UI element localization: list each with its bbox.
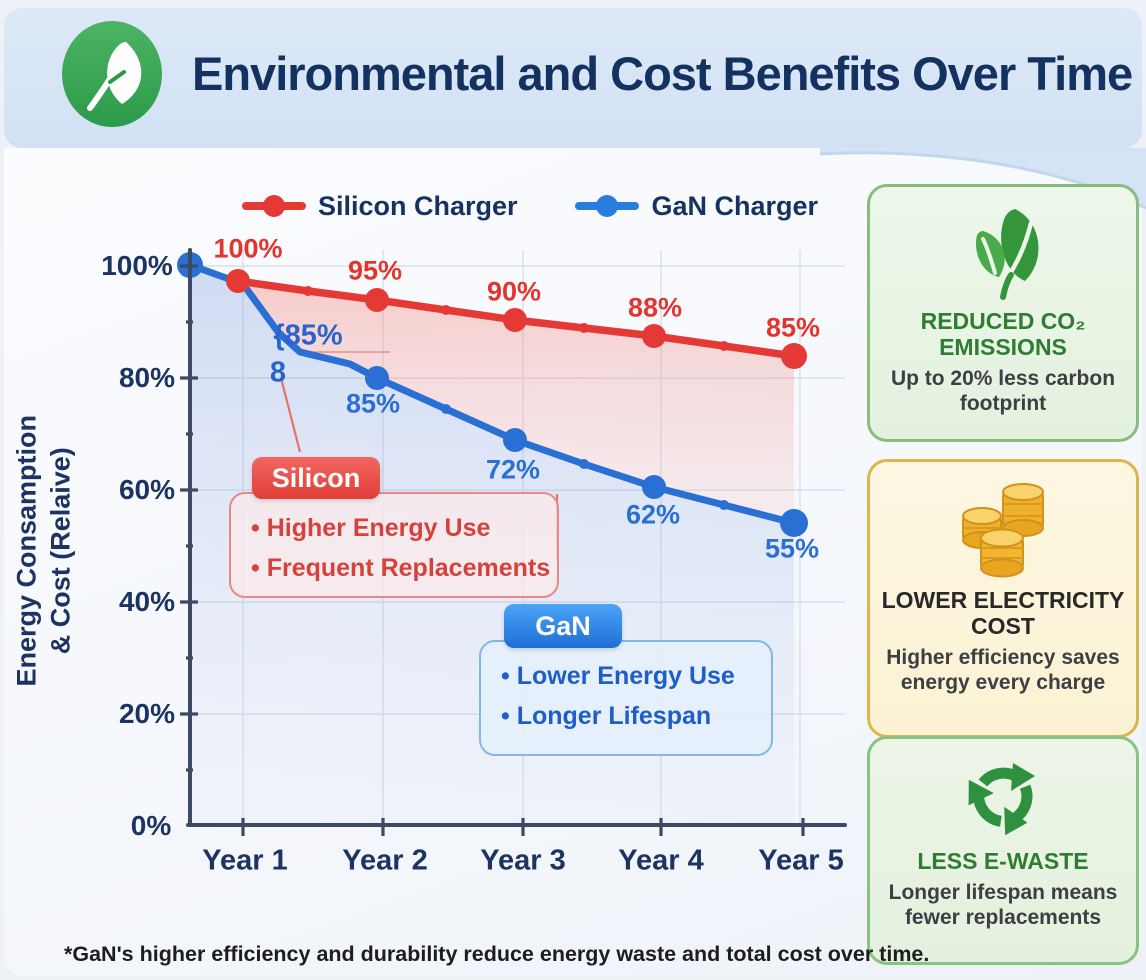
y-tick-label: 20% bbox=[118, 698, 176, 729]
gan-stray-label: 8 bbox=[269, 356, 287, 389]
silicon-point-label: 88% bbox=[627, 292, 683, 323]
y-tick-label: 40% bbox=[118, 586, 176, 617]
x-tick-label: Year 2 bbox=[342, 844, 428, 877]
legend-item-gan: GaN Charger bbox=[575, 191, 818, 222]
benefit-card-cost: LOWER ELECTRICITY COST Higher efficiency… bbox=[867, 459, 1139, 738]
legend-label-gan: GaN Charger bbox=[651, 190, 819, 221]
y-axis-title: Energy Consamption & Cost (Relaive) bbox=[11, 414, 75, 687]
page-title: Environmental and Cost Benefits Over Tim… bbox=[192, 47, 1133, 100]
benefit-card-subtitle: Up to 20% less carbon footprint bbox=[890, 366, 1116, 416]
recycle-icon bbox=[968, 763, 1035, 836]
gan-garbled-label: {85% bbox=[273, 319, 343, 352]
x-tick-label: Year 5 bbox=[758, 844, 844, 877]
silicon-bullet-1: Higher Energy Use bbox=[251, 508, 557, 548]
benefit-card-co2: REDUCED CO₂ EMISSIONS Up to 20% less car… bbox=[867, 184, 1139, 442]
benefit-card-subtitle: Higher efficiency saves energy every cha… bbox=[886, 645, 1120, 695]
silicon-line bbox=[226, 269, 807, 369]
benefit-card-title: LESS E-WASTE bbox=[917, 848, 1089, 874]
y-tick-label: 80% bbox=[118, 362, 176, 393]
x-tick-label: Year 1 bbox=[202, 844, 288, 877]
chart-legend: Silicon Charger GaN Charger bbox=[200, 186, 860, 226]
leaf-logo-icon bbox=[62, 21, 162, 127]
silicon-callout-tab: Silicon bbox=[252, 457, 380, 499]
benefit-card-title: LOWER ELECTRICITY COST bbox=[881, 587, 1125, 639]
silicon-point-label: 85% bbox=[765, 312, 821, 343]
silicon-point-label: 95% bbox=[347, 255, 403, 286]
gan-point-label: 85% bbox=[345, 388, 401, 419]
silicon-callout: Higher Energy Use Frequent Replacements bbox=[229, 492, 559, 598]
silicon-point-label: 100% bbox=[213, 233, 283, 264]
gan-point-label: 72% bbox=[485, 454, 541, 485]
legend-item-silicon: Silicon Charger bbox=[241, 190, 518, 222]
axis-ticks bbox=[180, 264, 805, 836]
x-tick-label: Year 3 bbox=[480, 844, 566, 877]
benefit-card-subtitle: Longer lifespan means fewer replacements bbox=[888, 880, 1118, 930]
gan-point-label: 55% bbox=[764, 533, 820, 564]
y-tick-label: 60% bbox=[118, 474, 176, 505]
y-tick-label: 0% bbox=[130, 810, 172, 841]
gan-bullet-2: Longer Lifespan bbox=[501, 696, 771, 736]
axes bbox=[186, 248, 847, 827]
gan-callout: Lower Energy Use Longer Lifespan bbox=[479, 640, 773, 756]
legend-label-silicon: Silicon Charger bbox=[317, 190, 518, 221]
gan-bullet-1: Lower Energy Use bbox=[501, 656, 771, 696]
silicon-point-label: 90% bbox=[486, 276, 542, 307]
silicon-legend-marker-icon bbox=[241, 195, 306, 217]
coins-icon bbox=[962, 483, 1044, 578]
leaves-icon bbox=[975, 209, 1039, 300]
gan-point-label: 62% bbox=[625, 499, 681, 530]
footnote: *GaN's higher efficiency and durability … bbox=[64, 942, 930, 966]
benefit-card-title: REDUCED CO₂ EMISSIONS bbox=[920, 308, 1086, 360]
gan-legend-marker-icon bbox=[575, 195, 640, 217]
silicon-bullet-2: Frequent Replacements bbox=[251, 548, 557, 588]
benefit-card-ewaste: LESS E-WASTE Longer lifespan means fewer… bbox=[867, 736, 1139, 965]
y-tick-label: 100% bbox=[101, 250, 173, 281]
x-tick-label: Year 4 bbox=[618, 844, 704, 877]
gan-callout-tab: GaN bbox=[504, 604, 622, 648]
header-band bbox=[4, 8, 1142, 148]
